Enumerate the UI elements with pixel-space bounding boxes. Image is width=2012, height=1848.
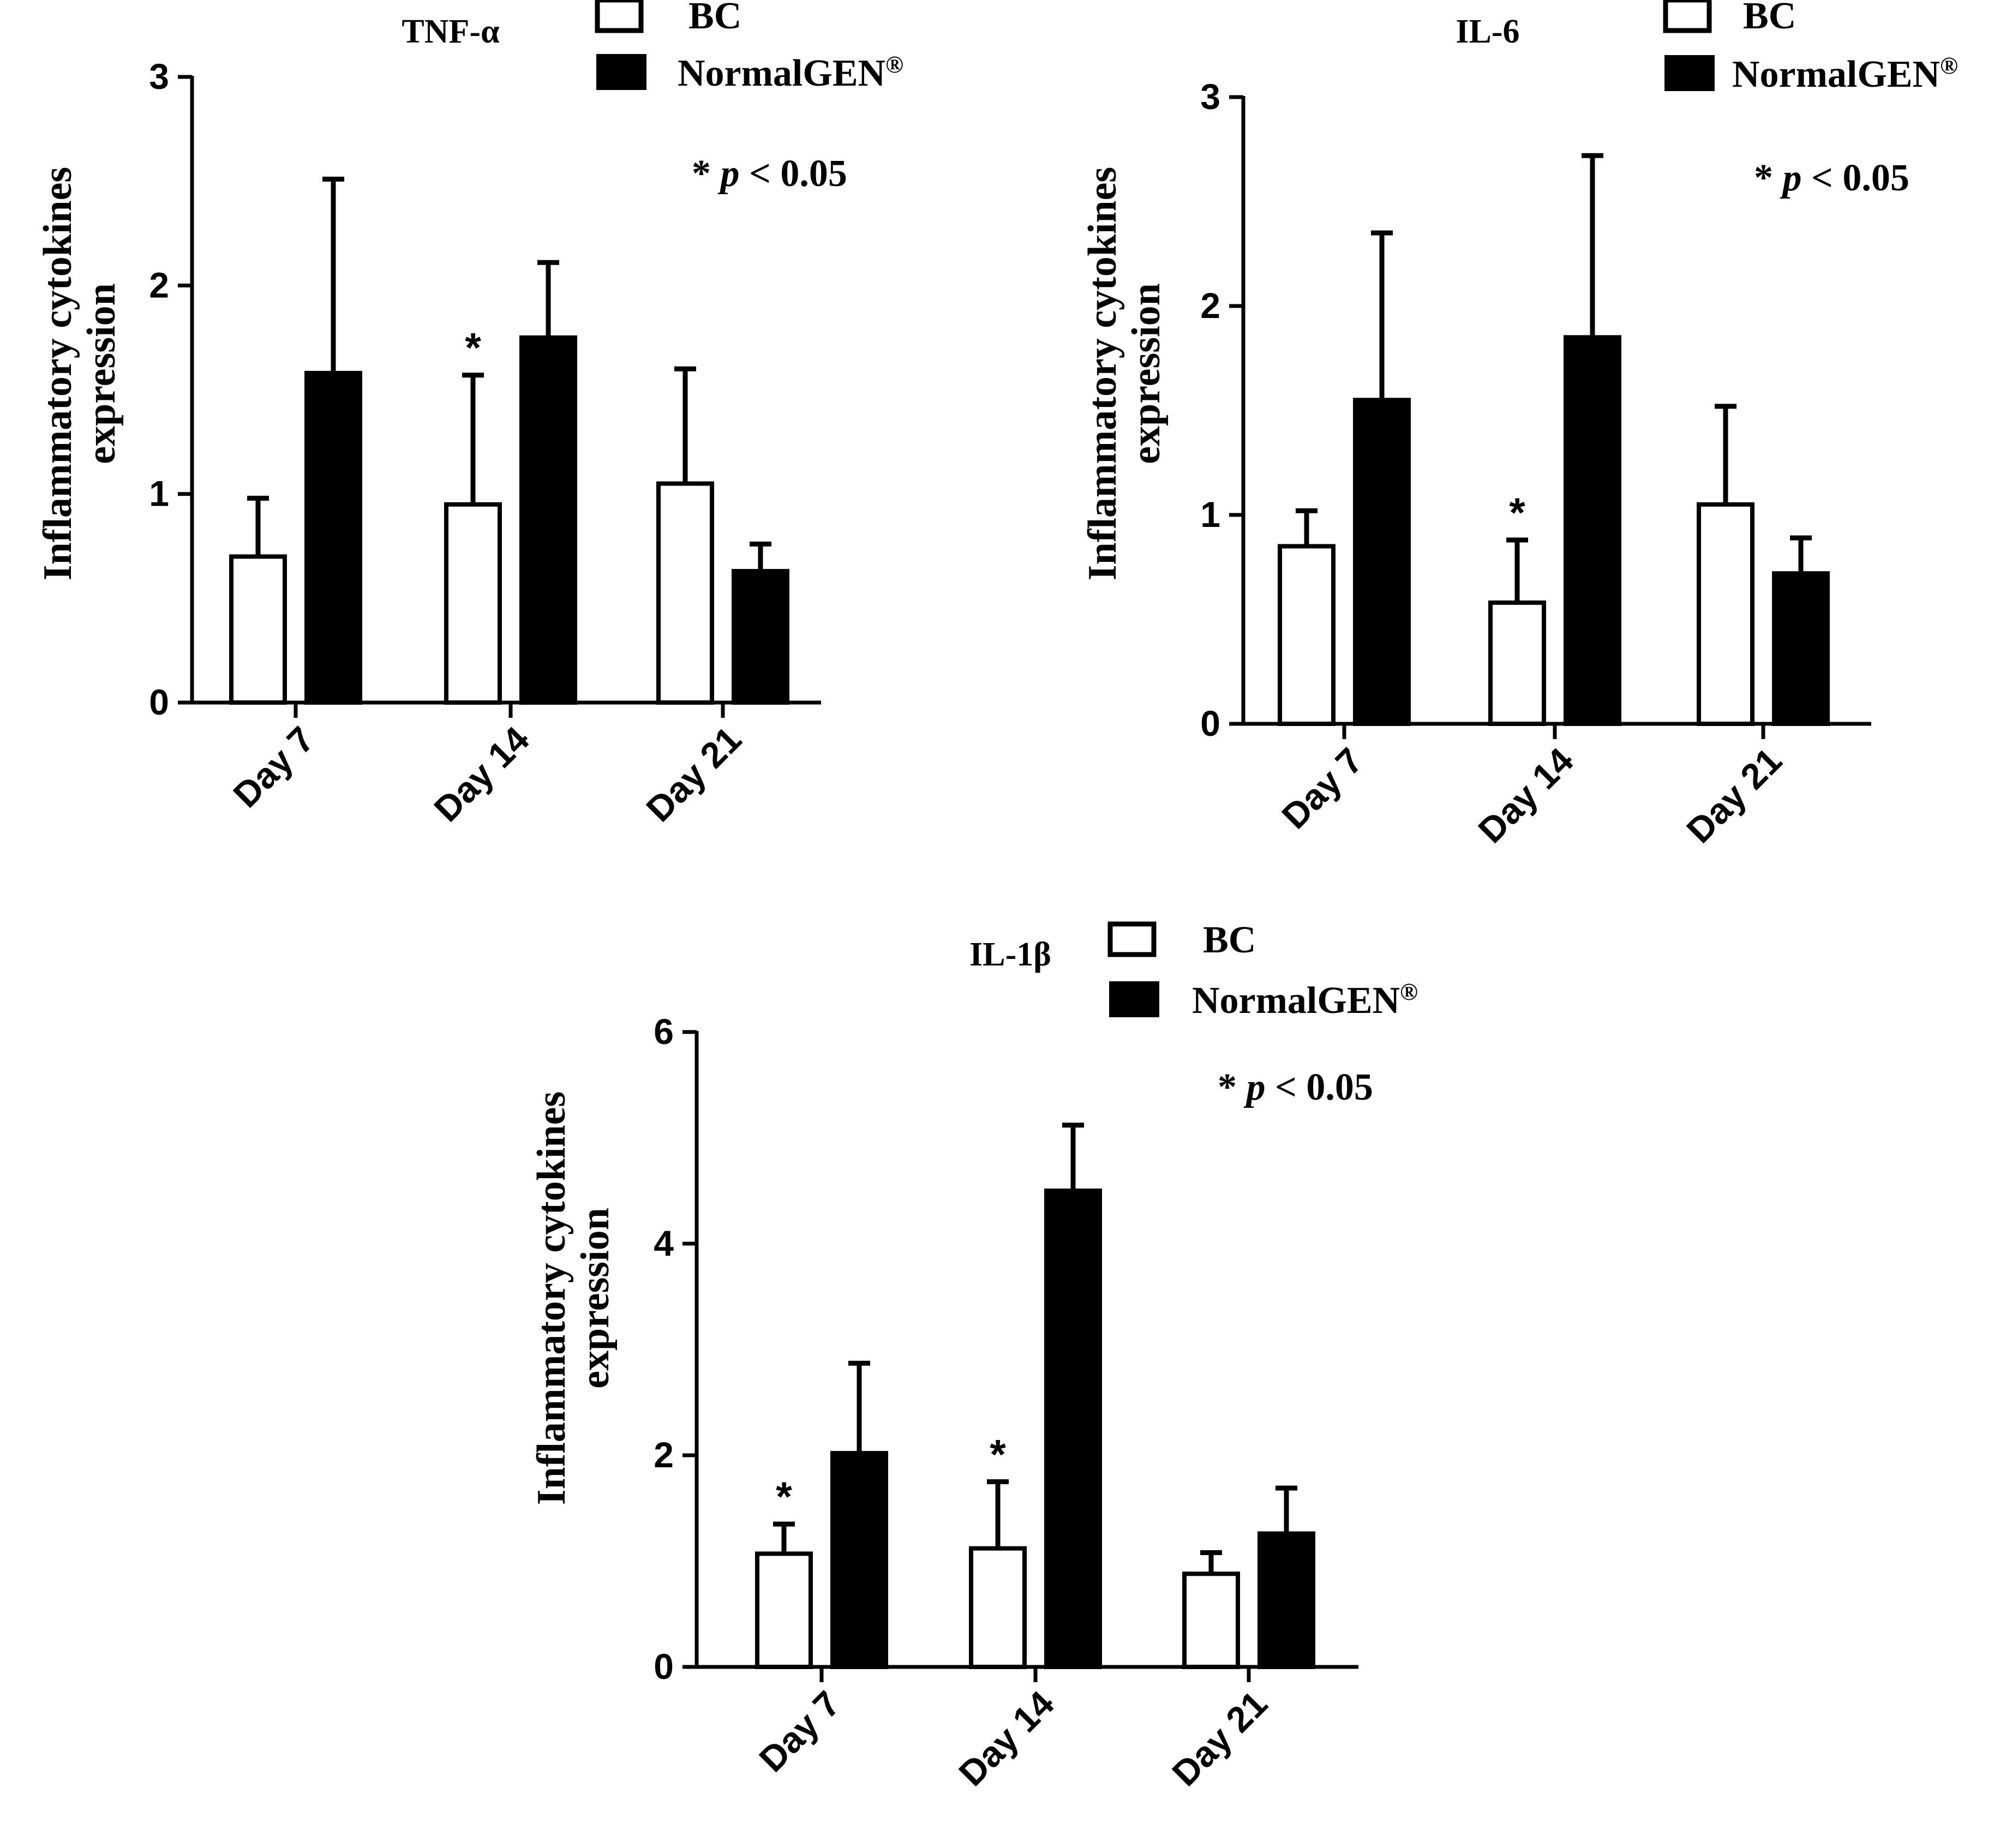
bar-bc xyxy=(969,1546,1027,1669)
y-tick-label: 3 xyxy=(1200,76,1220,117)
y-tick-label: 2 xyxy=(1200,285,1220,326)
y-tick-label: 1 xyxy=(1200,494,1220,535)
chart-title: IL-1β xyxy=(969,936,1051,973)
x-category-label: Day 21 xyxy=(638,719,749,830)
bar-normalgen xyxy=(732,569,789,705)
legend-label-normalgen-mark: ® xyxy=(1400,979,1418,1005)
chart-title: IL-6 xyxy=(1456,13,1519,50)
legend-swatch-bc xyxy=(595,0,644,33)
legend-label-normalgen-text: NormalGEN xyxy=(678,52,885,94)
significance-note: * p < 0.05 xyxy=(1754,157,1909,199)
legend-label-bc: BC xyxy=(688,0,741,37)
chart-title: TNF-α xyxy=(402,13,499,50)
y-tick-label: 2 xyxy=(149,265,169,305)
y-axis-title-line2: expression xyxy=(79,283,124,464)
legend-label-normalgen-text: NormalGEN xyxy=(1732,53,1940,95)
legend-swatch-normalgen xyxy=(1664,55,1715,91)
y-axis-title-line1: Inflammatory cytokines xyxy=(1080,167,1125,580)
legend-swatch-normalgen xyxy=(596,54,646,90)
chart-panel: 0 1 2 3 Day 7 Day 14 Day 21 * Inflammatory cytok… xyxy=(35,0,903,829)
x-category-label: Day 7 xyxy=(751,1683,848,1780)
x-category-label: Day 14 xyxy=(1470,740,1581,850)
legend-swatch-bc xyxy=(1107,921,1157,957)
legend-label-normalgen: NormalGEN® xyxy=(1732,52,1958,95)
significance-asterisk: * xyxy=(1509,490,1525,536)
bar-normalgen xyxy=(1564,335,1621,726)
x-category-label: Day 7 xyxy=(1274,740,1370,837)
x-category-label: Day 21 xyxy=(1164,1683,1275,1794)
chart-panel: 0 1 2 3 Day 7 Day 14 Day 21 * Inflammatory cytok… xyxy=(1080,0,1958,850)
legend-swatch-normalgen xyxy=(1109,981,1159,1017)
y-tick-label: 0 xyxy=(149,682,169,722)
y-axis-title-line2: expression xyxy=(1124,283,1169,464)
significance-note-star: * xyxy=(1218,1066,1247,1108)
bar-bc xyxy=(444,502,502,705)
y-tick-label: 3 xyxy=(149,56,169,97)
y-tick-label: 0 xyxy=(654,1646,674,1687)
bar-bc xyxy=(1278,544,1336,726)
bar-bc xyxy=(229,554,287,705)
bar-normalgen xyxy=(1353,398,1411,726)
significance-note-star: * xyxy=(1754,157,1783,199)
y-tick-label: 4 xyxy=(654,1223,674,1263)
legend-label-normalgen: NormalGEN® xyxy=(1192,979,1418,1022)
bar-bc xyxy=(1488,600,1546,726)
significance-asterisk: * xyxy=(990,1432,1006,1478)
significance-note-p: p xyxy=(718,153,740,195)
x-category-label: Day 7 xyxy=(225,719,322,815)
y-axis-title-line1: Inflammatory cytokines xyxy=(35,167,80,580)
bar-normalgen xyxy=(1258,1531,1315,1670)
legend-label-normalgen-mark: ® xyxy=(1940,52,1958,79)
legend-label-bc: BC xyxy=(1203,919,1256,961)
y-axis-title-line1: Inflammatory cytokines xyxy=(529,1091,574,1505)
y-axis-title-line2: expression xyxy=(573,1208,618,1389)
legend-label-normalgen-mark: ® xyxy=(885,51,903,78)
bar-normalgen xyxy=(1044,1189,1102,1669)
bar-bc xyxy=(1697,502,1754,726)
y-tick-label: 2 xyxy=(654,1435,674,1475)
bar-normalgen xyxy=(304,370,362,705)
y-tick-label: 6 xyxy=(654,1011,674,1052)
significance-asterisk: * xyxy=(465,325,481,371)
significance-note-p: p xyxy=(1244,1066,1266,1108)
bar-bc xyxy=(656,481,714,705)
legend-swatch-bc xyxy=(1663,0,1712,33)
significance-note-threshold: < 0.05 xyxy=(1802,157,1909,199)
significance-note: * p < 0.05 xyxy=(692,153,847,195)
significance-note-threshold: < 0.05 xyxy=(740,153,847,195)
chart-panel: 0 2 4 6 Day 7 Day 14 Day 21 * * Inflammatory cyto… xyxy=(529,919,1418,1793)
significance-asterisk: * xyxy=(776,1474,792,1520)
legend-label-normalgen-text: NormalGEN xyxy=(1192,980,1400,1022)
bar-bc xyxy=(755,1551,813,1669)
x-category-label: Day 14 xyxy=(426,718,537,829)
bar-normalgen xyxy=(1772,571,1830,726)
significance-note: * p < 0.05 xyxy=(1218,1066,1373,1108)
significance-note-p: p xyxy=(1780,157,1802,199)
x-category-label: Day 21 xyxy=(1679,740,1789,851)
legend-label-bc: BC xyxy=(1743,0,1796,37)
x-category-label: Day 14 xyxy=(951,1683,1062,1793)
bar-normalgen xyxy=(519,335,577,705)
y-tick-label: 1 xyxy=(149,473,169,514)
significance-note-star: * xyxy=(692,153,721,195)
bar-bc xyxy=(1182,1571,1240,1670)
legend-label-normalgen: NormalGEN® xyxy=(678,51,903,94)
y-tick-label: 0 xyxy=(1200,703,1220,743)
significance-note-threshold: < 0.05 xyxy=(1266,1066,1373,1108)
bar-normalgen xyxy=(830,1451,888,1670)
